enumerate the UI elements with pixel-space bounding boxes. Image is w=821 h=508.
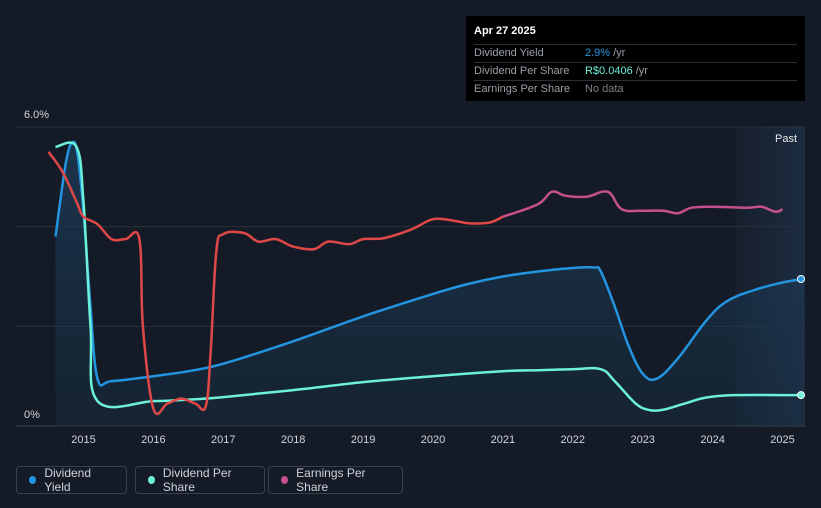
- y-axis-bottom-label: 0%: [24, 409, 40, 421]
- tooltip-label: Dividend Per Share: [474, 65, 570, 77]
- tooltip-value: 2.9%: [585, 47, 611, 59]
- tooltip-date: Apr 27 2025: [474, 24, 797, 45]
- x-tick-label: 2018: [281, 434, 305, 446]
- x-tick-label: 2015: [71, 434, 95, 446]
- dividend-per-share-end-marker: [797, 391, 805, 400]
- x-tick-label: 2023: [630, 434, 654, 446]
- legend-label: Dividend Yield: [44, 466, 92, 494]
- legend-dot-icon: [29, 476, 37, 484]
- legend-earnings-per-share[interactable]: Earnings Per Share: [268, 466, 403, 494]
- tooltip-label: Earnings Per Share: [474, 83, 570, 95]
- x-tick-label: 2017: [211, 434, 235, 446]
- x-tick-label: 2025: [770, 434, 794, 446]
- legend-dividend-per-share[interactable]: Dividend Per Share: [135, 466, 265, 494]
- dividend-yield-area: [55, 141, 804, 426]
- x-axis: 2015 2016 2017 2018 2019 2020 2021 2022 2023 2024…: [71, 434, 794, 446]
- x-tick-label: 2019: [351, 434, 375, 446]
- x-tick-label: 2024: [700, 434, 724, 446]
- legend-label: Earnings Per Share: [296, 466, 366, 494]
- tooltip-row-dividend-per-share: Dividend Per Share R$0.0406 /yr: [474, 63, 797, 81]
- tooltip-row-dividend-yield: Dividend Yield 2.9% /yr: [474, 45, 797, 63]
- tooltip: Apr 27 2025 Dividend Yield 2.9% /yr Divi…: [466, 16, 805, 101]
- x-tick-label: 2022: [561, 434, 585, 446]
- y-axis-top-label: 6.0%: [24, 109, 49, 121]
- legend-dot-icon: [281, 476, 289, 484]
- tooltip-unit: /yr: [635, 65, 648, 77]
- x-tick-label: 2020: [421, 434, 445, 446]
- earnings-per-share-line-recent: [502, 190, 784, 218]
- legend-label: Dividend Per Share: [162, 466, 232, 494]
- dividend-per-share-line: [55, 141, 804, 412]
- legend-dot-icon: [148, 476, 155, 484]
- tooltip-label: Dividend Yield: [474, 47, 544, 59]
- tooltip-unit: /yr: [613, 47, 626, 59]
- dividend-yield-end-marker: [797, 274, 805, 283]
- legend-dividend-yield[interactable]: Dividend Yield: [16, 466, 127, 494]
- tooltip-row-earnings-per-share: Earnings Per Share No data: [474, 81, 797, 98]
- x-tick-label: 2016: [141, 434, 165, 446]
- x-tick-label: 2021: [491, 434, 515, 446]
- tooltip-value: No data: [585, 83, 624, 95]
- earnings-per-share-line: [47, 151, 504, 416]
- tooltip-value: R$0.0406: [585, 65, 633, 77]
- past-label: Past: [775, 133, 797, 145]
